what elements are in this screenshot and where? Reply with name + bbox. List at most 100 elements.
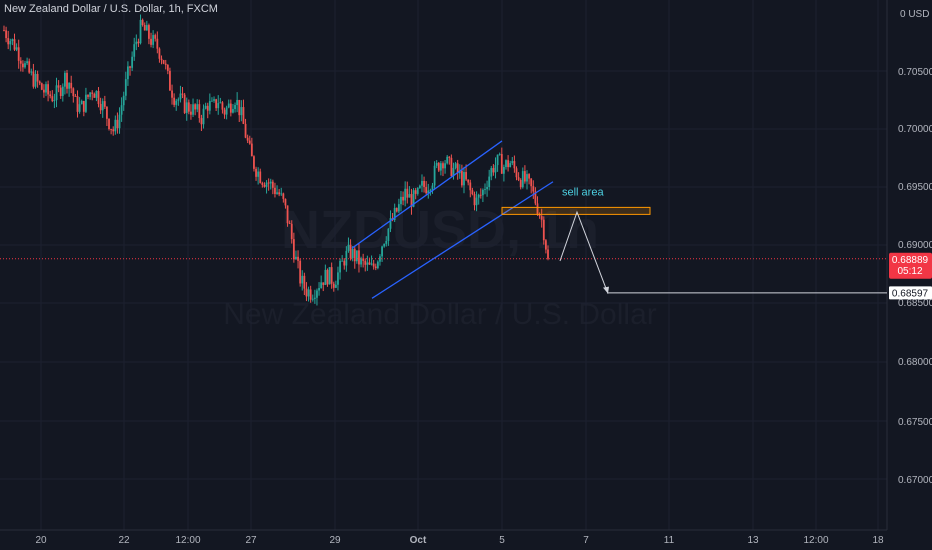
candle — [280, 187, 283, 196]
candle-body — [9, 41, 12, 45]
candle-body — [465, 172, 467, 180]
candle — [349, 239, 352, 261]
candle-body — [150, 38, 152, 45]
candle — [301, 270, 304, 291]
sell-area-rectangle[interactable] — [501, 206, 651, 215]
candle — [448, 156, 451, 165]
candle-body — [282, 193, 285, 199]
candle — [137, 38, 140, 48]
candle-body — [448, 156, 451, 158]
candle — [74, 93, 77, 97]
candle-body — [339, 260, 341, 273]
candle-body — [22, 63, 24, 68]
candle — [456, 159, 459, 180]
candle — [274, 182, 276, 198]
candle-body — [332, 283, 335, 288]
candle-body — [276, 192, 278, 194]
channel-lower-line[interactable] — [371, 181, 554, 299]
candle — [442, 161, 444, 177]
candle — [505, 159, 507, 170]
candle-body — [385, 240, 388, 244]
candle — [211, 97, 213, 102]
candle-body — [223, 109, 226, 115]
candle-body — [3, 30, 5, 31]
candle — [303, 272, 306, 296]
candle-body — [82, 100, 85, 112]
candle-body — [521, 171, 524, 188]
candle-body — [517, 177, 520, 180]
candle-body — [288, 223, 291, 224]
candle — [234, 102, 236, 113]
candle — [78, 97, 81, 114]
candle — [43, 84, 45, 98]
price-axis[interactable]: 0 USD 0 0.70500 0.70000 0.69500 0.69000 … — [898, 9, 932, 486]
candle-body — [374, 266, 377, 269]
channel-upper-line[interactable] — [351, 140, 503, 249]
candle-body — [30, 71, 33, 73]
candle — [24, 60, 26, 69]
candle — [156, 31, 159, 54]
candle-body — [11, 39, 14, 42]
candle — [433, 161, 436, 190]
candle-body — [519, 179, 522, 188]
candle — [68, 82, 71, 97]
candle — [124, 71, 127, 101]
price-tick: 0.70500 — [898, 67, 932, 78]
candle-body — [118, 114, 121, 129]
projection-path[interactable] — [559, 210, 609, 294]
candle — [400, 191, 402, 212]
candle — [101, 98, 104, 118]
candle — [87, 94, 89, 100]
candle — [194, 103, 197, 116]
candle — [519, 178, 522, 190]
candle-body — [429, 190, 432, 192]
candle — [351, 245, 354, 262]
candle — [530, 178, 533, 194]
candle-body — [376, 261, 379, 269]
candle — [313, 289, 316, 304]
candle-body — [502, 167, 505, 174]
candle-body — [114, 119, 117, 132]
candle — [250, 137, 253, 157]
candle — [471, 187, 474, 196]
candle-body — [68, 82, 71, 89]
candle — [439, 161, 442, 176]
candle-body — [523, 171, 526, 182]
candle — [339, 258, 341, 280]
candle — [540, 208, 543, 228]
candle-body — [64, 72, 66, 87]
candle — [127, 61, 129, 86]
candle-body — [318, 287, 320, 291]
candle-body — [236, 99, 239, 106]
candle-body — [164, 63, 167, 65]
candle-body — [412, 190, 415, 207]
candle — [534, 187, 537, 206]
candle — [477, 193, 480, 205]
candle — [515, 166, 518, 181]
candle — [263, 182, 266, 188]
candle — [332, 281, 335, 292]
drawings[interactable]: sell area — [351, 140, 651, 299]
candle — [397, 198, 400, 214]
candle-body — [397, 204, 400, 212]
price-tick: 0.70000 — [898, 124, 932, 135]
time-axis[interactable]: 20 22 12:00 27 29 Oct 5 7 11 13 12:00 18 — [35, 535, 884, 546]
candle-body — [410, 194, 413, 207]
candle — [358, 243, 360, 273]
candle-body — [492, 168, 495, 173]
candle-body — [500, 154, 503, 174]
candle-body — [362, 258, 365, 261]
candle-body — [198, 104, 201, 119]
candle — [276, 185, 278, 195]
candle-body — [467, 179, 470, 183]
candle-body — [355, 250, 358, 262]
candle — [288, 220, 291, 225]
candle — [206, 102, 209, 119]
candle-body — [234, 105, 236, 110]
candle-body — [112, 129, 115, 132]
candle-body — [343, 260, 346, 266]
candle-body — [456, 163, 459, 174]
candle — [190, 104, 192, 120]
candle-body — [544, 240, 547, 250]
